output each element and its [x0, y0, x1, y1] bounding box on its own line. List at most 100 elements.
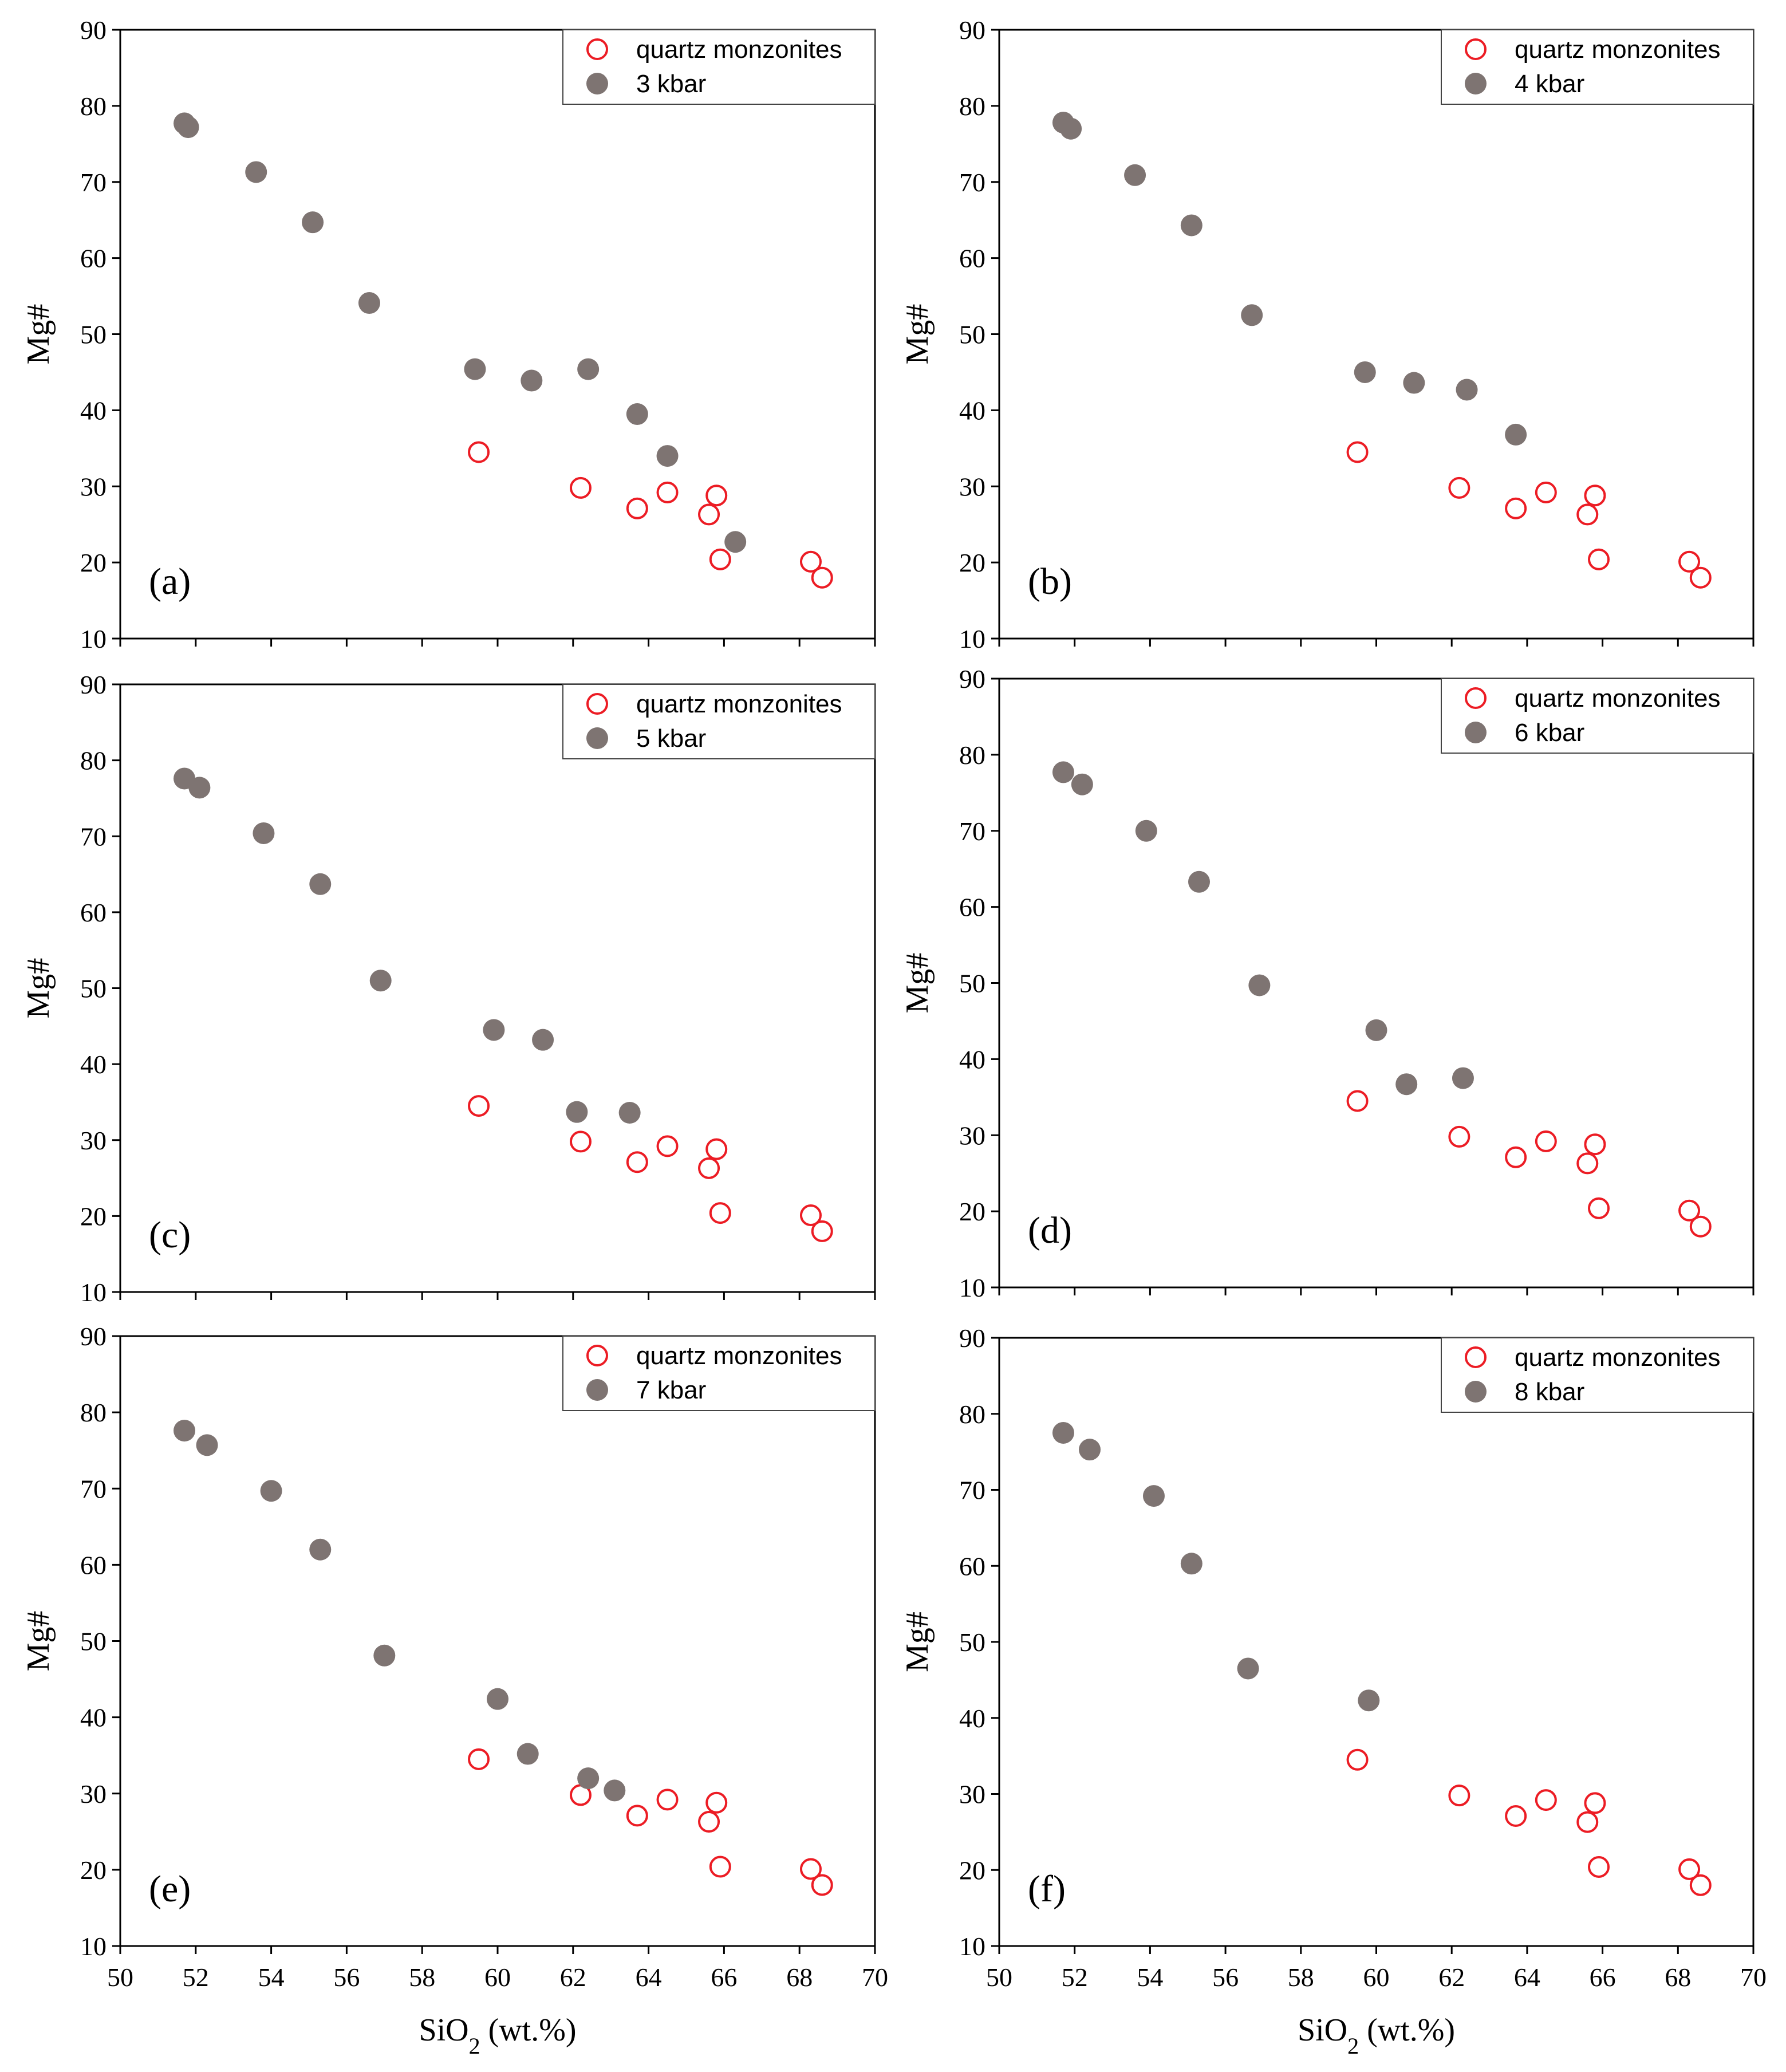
x-tick-label: 52 — [183, 1963, 209, 1992]
y-axis-title: Mg# — [21, 958, 56, 1019]
quartz-monzonite-point — [705, 1138, 728, 1160]
legend-label: quartz monzonites — [1515, 36, 1721, 64]
quartz-monzonite-point — [1346, 1748, 1369, 1771]
plot-frame — [119, 683, 876, 1293]
y-axis-title: Mg# — [21, 1611, 56, 1672]
experiment-point — [1135, 820, 1157, 842]
y-tick-label: 20 — [80, 548, 107, 577]
quartz-monzonite-point — [1505, 1805, 1527, 1827]
x-tick-label: 60 — [484, 1963, 511, 1992]
y-tick-label: 30 — [959, 1780, 985, 1809]
quartz-monzonite-point — [709, 548, 731, 570]
quartz-monzonite-point — [1588, 548, 1610, 570]
experiment-point — [196, 1434, 218, 1456]
y-tick-label: 30 — [80, 1126, 107, 1155]
y-tick-label: 60 — [959, 244, 985, 273]
y-tick-label: 60 — [80, 898, 107, 927]
y-tick-label: 80 — [959, 740, 985, 770]
y-tick-label: 40 — [80, 396, 107, 425]
quartz-monzonite-point — [698, 1157, 720, 1179]
x-tick-label: 70 — [1740, 1963, 1767, 1992]
legend-label: quartz monzonites — [636, 36, 842, 64]
quartz-monzonite-point — [1505, 1146, 1527, 1168]
y-tick-label: 10 — [80, 1932, 107, 1961]
quartz-monzonite-point — [569, 476, 592, 499]
experiment-point — [604, 1779, 626, 1802]
legend-label: 7 kbar — [636, 1376, 706, 1404]
experiment-point — [483, 1019, 505, 1041]
experiment-point — [373, 1644, 396, 1667]
legend: quartz monzonites 4 kbar — [1441, 29, 1754, 105]
quartz-monzonite-point — [1576, 1811, 1599, 1833]
x-tick-label: 60 — [1363, 1963, 1390, 1992]
experiment-point — [1365, 1019, 1387, 1041]
legend-open-circle-icon — [1465, 687, 1487, 709]
y-tick-label: 10 — [959, 1273, 985, 1302]
quartz-monzonite-point — [811, 1874, 833, 1896]
legend: quartz monzonites 8 kbar — [1441, 1337, 1754, 1413]
y-tick-label: 40 — [959, 396, 985, 425]
legend-box — [562, 29, 876, 105]
legend-filled-circle-icon — [586, 727, 608, 749]
experiment-point — [1237, 1657, 1259, 1680]
y-tick-label: 90 — [80, 670, 107, 699]
y-tick-label: 70 — [80, 822, 107, 851]
legend-label: 5 kbar — [636, 724, 706, 753]
quartz-monzonite-point — [1535, 481, 1557, 503]
y-axis-title: Mg# — [900, 1612, 935, 1672]
y-tick-label: 70 — [959, 168, 985, 197]
y-tick-label: 90 — [959, 15, 985, 45]
y-tick-label: 80 — [80, 1398, 107, 1427]
experiment-point — [1354, 361, 1376, 383]
legend-label: 8 kbar — [1515, 1378, 1584, 1406]
plot-frame — [998, 677, 1755, 1289]
legend-filled-circle-icon — [586, 1379, 608, 1401]
quartz-monzonite-point — [1678, 550, 1701, 573]
experiment-point — [1060, 117, 1082, 140]
y-tick-label: 60 — [80, 1550, 107, 1579]
y-tick-label: 80 — [80, 746, 107, 775]
legend: quartz monzonites 3 kbar — [562, 29, 876, 105]
y-tick-label: 50 — [80, 974, 107, 1003]
legend-label: quartz monzonites — [636, 690, 842, 718]
y-axis-title: Mg# — [21, 304, 56, 365]
y-tick-label: 10 — [959, 624, 985, 653]
y-tick-label: 70 — [959, 1476, 985, 1505]
experiment-point — [1052, 1421, 1074, 1444]
experiment-point — [1071, 773, 1093, 795]
y-tick-label: 80 — [959, 92, 985, 121]
legend-box — [562, 684, 876, 759]
plot-frame — [119, 29, 876, 640]
x-tick-label: 56 — [333, 1963, 360, 1992]
y-tick-label: 40 — [959, 1704, 985, 1733]
experiment-point — [626, 403, 648, 426]
experiment-point — [1403, 372, 1425, 394]
experiment-point — [1456, 379, 1478, 401]
legend-label: 6 kbar — [1515, 719, 1584, 747]
y-tick-label: 30 — [959, 1121, 985, 1150]
legend-label: quartz monzonites — [1515, 684, 1721, 712]
quartz-monzonite-point — [1584, 1792, 1606, 1814]
x-tick-label: 54 — [258, 1963, 285, 1992]
x-tick-label: 68 — [1665, 1963, 1691, 1992]
quartz-monzonite-point — [656, 1135, 679, 1157]
y-tick-label: 60 — [959, 1551, 985, 1581]
y-tick-label: 30 — [80, 472, 107, 501]
quartz-monzonite-point — [1576, 503, 1599, 526]
y-tick-label: 10 — [80, 1278, 107, 1307]
quartz-monzonite-point — [1689, 1215, 1712, 1238]
x-tick-label: 62 — [1438, 1963, 1465, 1992]
y-axis-title: Mg# — [900, 953, 935, 1014]
y-tick-label: 40 — [80, 1703, 107, 1732]
y-tick-label: 20 — [80, 1856, 107, 1885]
experiment-point — [1395, 1073, 1418, 1096]
panel-label: (a) — [149, 561, 191, 602]
quartz-monzonite-point — [1346, 441, 1369, 463]
legend: quartz monzonites 5 kbar — [562, 684, 876, 759]
quartz-monzonite-point — [705, 1791, 728, 1814]
x-tick-label: 56 — [1212, 1963, 1239, 1992]
x-tick-label: 66 — [711, 1963, 737, 1992]
x-tick-label: 68 — [786, 1963, 813, 1992]
legend-box — [1441, 29, 1754, 105]
